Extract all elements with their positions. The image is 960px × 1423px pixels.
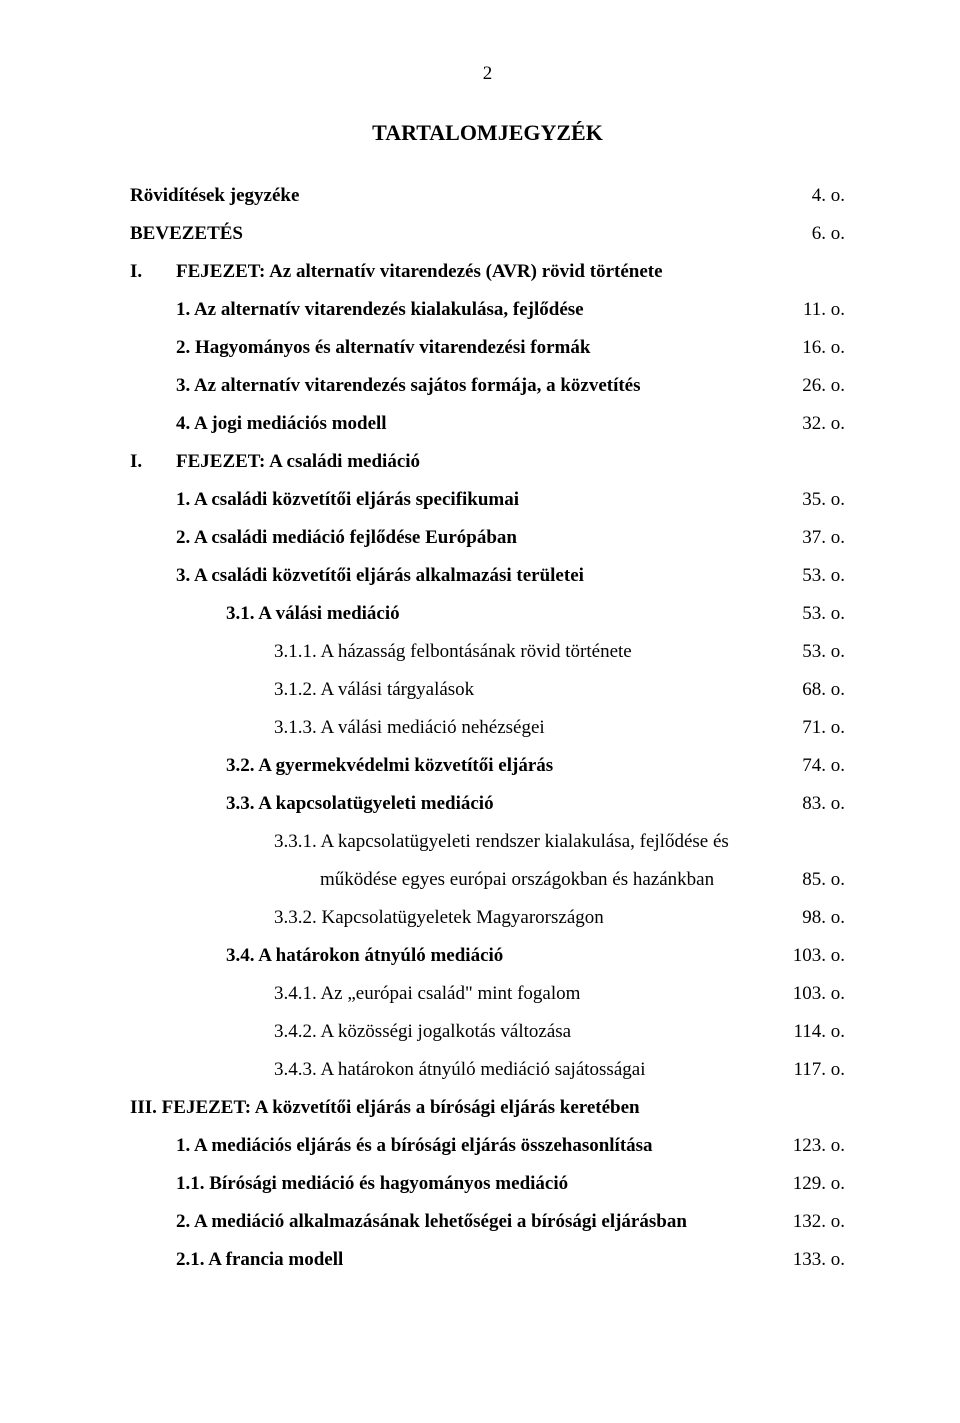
- toc-text: III. FEJEZET: A közvetítői eljárás a bír…: [130, 1089, 845, 1127]
- toc-row: 3.4.2. A közösségi jogalkotás változása …: [130, 1013, 845, 1051]
- toc-row: 1. A mediációs eljárás és a bírósági elj…: [130, 1127, 845, 1165]
- toc-text: 2.1. A francia modell: [130, 1241, 793, 1279]
- toc-text: 3.4.3. A határokon átnyúló mediáció sajá…: [130, 1051, 793, 1089]
- document-page: 2 TARTALOMJEGYZÉK Rövidítések jegyzéke 4…: [0, 0, 960, 1423]
- toc-row: 3.4.3. A határokon átnyúló mediáció sajá…: [130, 1051, 845, 1089]
- toc-text: Rövidítések jegyzéke: [130, 177, 812, 215]
- toc-row: 4. A jogi mediációs modell 32. o.: [130, 405, 845, 443]
- toc-row: 1. A családi közvetítői eljárás specifik…: [130, 481, 845, 519]
- page-ref: 35. o.: [802, 481, 845, 519]
- toc-text: 4. A jogi mediációs modell: [130, 405, 802, 443]
- toc-text: 3.4.2. A közösségi jogalkotás változása: [130, 1013, 793, 1051]
- page-ref: 32. o.: [802, 405, 845, 443]
- toc-row: 1. Az alternatív vitarendezés kialakulás…: [130, 291, 845, 329]
- page-ref: 68. o.: [802, 671, 845, 709]
- toc-text: 1. A mediációs eljárás és a bírósági elj…: [130, 1127, 793, 1165]
- toc-text: 3.1.2. A válási tárgyalások: [130, 671, 802, 709]
- page-ref: 123. o.: [793, 1127, 845, 1165]
- page-ref: 16. o.: [802, 329, 845, 367]
- toc-row: 3.3.2. Kapcsolatügyeletek Magyarországon…: [130, 899, 845, 937]
- toc-text: 1. A családi közvetítői eljárás specifik…: [130, 481, 802, 519]
- toc-text: 1. Az alternatív vitarendezés kialakulás…: [130, 291, 803, 329]
- toc-text: 3.4.1. Az „európai család" mint fogalom: [130, 975, 793, 1013]
- toc-text: 3.3. A kapcsolatügyeleti mediáció: [130, 785, 802, 823]
- toc-row: 3. Az alternatív vitarendezés sajátos fo…: [130, 367, 845, 405]
- page-ref: 133. o.: [793, 1241, 845, 1279]
- toc-row: 3.4.1. Az „európai család" mint fogalom …: [130, 975, 845, 1013]
- page-ref: 11. o.: [803, 291, 845, 329]
- page-ref: 129. o.: [793, 1165, 845, 1203]
- toc-row: 3.4. A határokon átnyúló mediáció 103. o…: [130, 937, 845, 975]
- page-ref: 53. o.: [802, 595, 845, 633]
- toc-row: 3.3. A kapcsolatügyeleti mediáció 83. o.: [130, 785, 845, 823]
- toc-text: 3.1. A válási mediáció: [130, 595, 802, 633]
- toc-row: 3. A családi közvetítői eljárás alkalmaz…: [130, 557, 845, 595]
- page-ref: 117. o.: [793, 1051, 845, 1089]
- toc-text: I.FEJEZET: Az alternatív vitarendezés (A…: [130, 253, 845, 291]
- toc-text: 3.1.3. A válási mediáció nehézségei: [130, 709, 802, 747]
- toc-text: BEVEZETÉS: [130, 215, 812, 253]
- page-ref: 71. o.: [802, 709, 845, 747]
- toc-chapter-row: I.FEJEZET: A családi mediáció: [130, 443, 845, 481]
- page-ref: 4. o.: [812, 177, 845, 215]
- toc-text: 3. A családi közvetítői eljárás alkalmaz…: [130, 557, 802, 595]
- toc-row: 1.1. Bírósági mediáció és hagyományos me…: [130, 1165, 845, 1203]
- page-ref: 98. o.: [802, 899, 845, 937]
- page-ref: 83. o.: [802, 785, 845, 823]
- toc-row: Rövidítések jegyzéke 4. o.: [130, 177, 845, 215]
- toc-text: 2. A családi mediáció fejlődése Európába…: [130, 519, 802, 557]
- toc-row-continuation: működése egyes európai országokban és ha…: [130, 861, 845, 899]
- page-ref: 114. o.: [793, 1013, 845, 1051]
- toc-text: 1.1. Bírósági mediáció és hagyományos me…: [130, 1165, 793, 1203]
- page-ref: 6. o.: [812, 215, 845, 253]
- page-ref: 37. o.: [802, 519, 845, 557]
- toc-row: 2. Hagyományos és alternatív vitarendezé…: [130, 329, 845, 367]
- toc-text: 3.2. A gyermekvédelmi közvetítői eljárás: [130, 747, 802, 785]
- page-ref: 53. o.: [802, 633, 845, 671]
- toc-row: BEVEZETÉS 6. o.: [130, 215, 845, 253]
- toc-row: 3.2. A gyermekvédelmi közvetítői eljárás…: [130, 747, 845, 785]
- toc-row: 2. A mediáció alkalmazásának lehetőségei…: [130, 1203, 845, 1241]
- toc-row: 3.1.3. A válási mediáció nehézségei 71. …: [130, 709, 845, 747]
- toc-text: 2. A mediáció alkalmazásának lehetőségei…: [130, 1203, 793, 1241]
- toc-chapter-row: III. FEJEZET: A közvetítői eljárás a bír…: [130, 1089, 845, 1127]
- toc-text: működése egyes európai országokban és ha…: [130, 861, 802, 899]
- chapter-title: FEJEZET: Az alternatív vitarendezés (AVR…: [176, 261, 663, 282]
- toc-text: 3. Az alternatív vitarendezés sajátos fo…: [130, 367, 802, 405]
- toc-text: 3.3.1. A kapcsolatügyeleti rendszer kial…: [130, 823, 845, 861]
- chapter-numeral: I.: [130, 253, 176, 291]
- page-ref: 103. o.: [793, 975, 845, 1013]
- toc-row: 3.1.1. A házasság felbontásának rövid tö…: [130, 633, 845, 671]
- chapter-title: FEJEZET: A családi mediáció: [176, 451, 420, 472]
- toc-text: 3.3.2. Kapcsolatügyeletek Magyarországon: [130, 899, 802, 937]
- page-ref: 103. o.: [793, 937, 845, 975]
- toc-text: 3.1.1. A házasság felbontásának rövid tö…: [130, 633, 802, 671]
- toc-row: 2.1. A francia modell 133. o.: [130, 1241, 845, 1279]
- chapter-numeral: I.: [130, 443, 176, 481]
- page-ref: 85. o.: [802, 861, 845, 899]
- toc-text: 3.4. A határokon átnyúló mediáció: [130, 937, 793, 975]
- toc-title: TARTALOMJEGYZÉK: [130, 111, 845, 155]
- toc-row: 2. A családi mediáció fejlődése Európába…: [130, 519, 845, 557]
- page-ref: 53. o.: [802, 557, 845, 595]
- toc-row: 3.1.2. A válási tárgyalások 68. o.: [130, 671, 845, 709]
- toc-text: I.FEJEZET: A családi mediáció: [130, 443, 845, 481]
- page-ref: 74. o.: [802, 747, 845, 785]
- page-number: 2: [130, 55, 845, 93]
- page-ref: 26. o.: [802, 367, 845, 405]
- toc-row: 3.3.1. A kapcsolatügyeleti rendszer kial…: [130, 823, 845, 861]
- toc-text: 2. Hagyományos és alternatív vitarendezé…: [130, 329, 802, 367]
- toc-chapter-row: I.FEJEZET: Az alternatív vitarendezés (A…: [130, 253, 845, 291]
- toc-row: 3.1. A válási mediáció 53. o.: [130, 595, 845, 633]
- page-ref: 132. o.: [793, 1203, 845, 1241]
